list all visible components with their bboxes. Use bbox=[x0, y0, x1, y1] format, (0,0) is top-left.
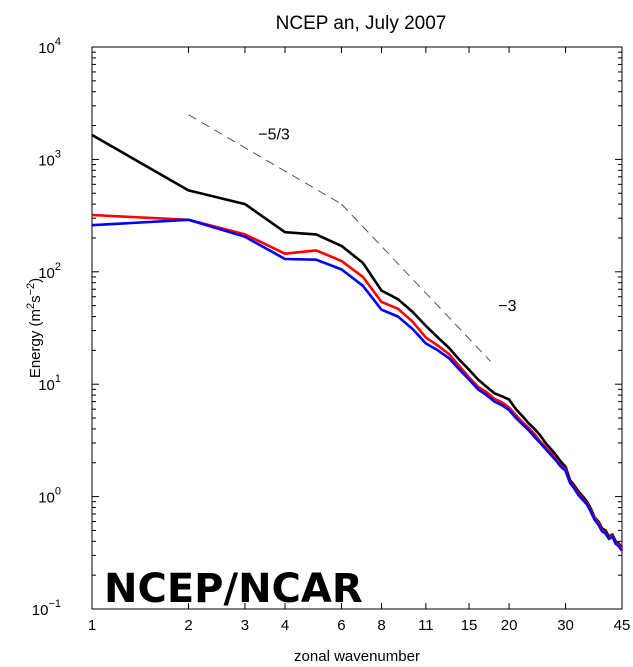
series-line bbox=[91, 213, 624, 551]
x-tick-label: 15 bbox=[461, 617, 478, 634]
series-lines bbox=[91, 133, 624, 552]
y-label-mid: s bbox=[27, 295, 44, 303]
watermark-label: NCEP/NCAR bbox=[104, 566, 363, 612]
y-tick-label: 10−1 bbox=[32, 598, 61, 619]
y-tick-label: 102 bbox=[38, 261, 61, 282]
x-tick-label: 1 bbox=[88, 617, 96, 634]
reference-slope-label: −3 bbox=[498, 298, 516, 315]
reference-slope-line bbox=[341, 203, 491, 362]
plot-frame bbox=[91, 46, 623, 610]
series-line bbox=[91, 218, 624, 552]
x-tick-label: 4 bbox=[281, 617, 289, 634]
x-tick-label: 45 bbox=[614, 617, 631, 634]
reference-lines: −5/3 −3 bbox=[188, 114, 517, 362]
reference-slope-label: −5/3 bbox=[258, 127, 290, 144]
y-label-suffix: ) bbox=[27, 278, 44, 283]
y-tick-label: 103 bbox=[38, 148, 61, 169]
chart-title: NCEP an, July 2007 bbox=[276, 13, 447, 34]
x-tick-label: 30 bbox=[557, 617, 574, 634]
y-tick-label: 104 bbox=[38, 36, 61, 57]
y-tick-label: 100 bbox=[38, 486, 61, 507]
series-line bbox=[91, 133, 624, 549]
y-axis: 10−1 100 101 102 103 104 bbox=[32, 36, 622, 619]
y-tick-label: 101 bbox=[38, 373, 61, 394]
y-axis-label: Energy (m2s−2) bbox=[25, 278, 44, 378]
y-label-sup1: 2 bbox=[25, 303, 37, 309]
x-tick-label: 6 bbox=[337, 617, 345, 634]
x-tick-label: 11 bbox=[418, 617, 434, 634]
x-axis-label: zonal wavenumber bbox=[294, 648, 420, 665]
x-axis: 1 2 3 4 6 8 11 15 20 30 45 bbox=[88, 47, 631, 634]
x-tick-label: 3 bbox=[241, 617, 249, 634]
x-tick-label: 20 bbox=[501, 617, 518, 634]
x-tick-label: 2 bbox=[184, 617, 192, 634]
y-label-prefix: Energy (m bbox=[27, 309, 44, 378]
x-tick-label: 8 bbox=[377, 617, 385, 634]
y-label-sup2: −2 bbox=[25, 283, 37, 296]
